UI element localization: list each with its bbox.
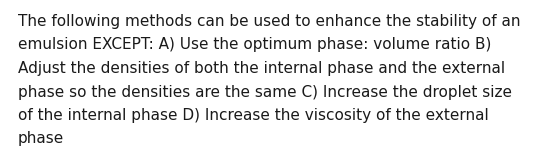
Text: phase: phase [18,131,64,146]
Text: emulsion EXCEPT: A) Use the optimum phase: volume ratio B): emulsion EXCEPT: A) Use the optimum phas… [18,38,492,52]
Text: of the internal phase D) Increase the viscosity of the external: of the internal phase D) Increase the vi… [18,108,489,123]
Text: phase so the densities are the same C) Increase the droplet size: phase so the densities are the same C) I… [18,85,512,100]
Text: The following methods can be used to enhance the stability of an: The following methods can be used to enh… [18,14,521,29]
Text: Adjust the densities of both the internal phase and the external: Adjust the densities of both the interna… [18,61,505,76]
